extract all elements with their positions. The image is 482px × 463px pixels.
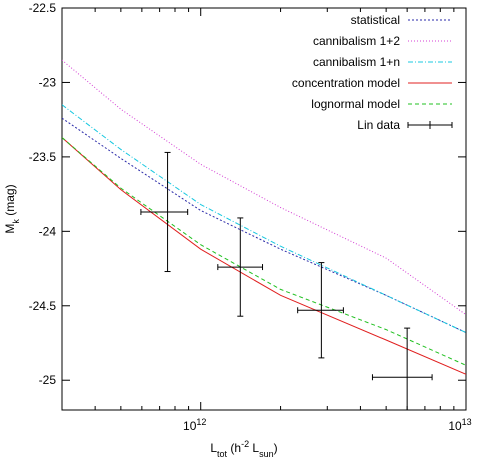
x-axis-label-part: L — [249, 441, 259, 455]
series-line — [62, 117, 466, 334]
y-axis-label: Mk (mag) — [3, 184, 21, 233]
y-axis-label-part: M — [3, 224, 17, 234]
x-axis-label: Ltot (h-2 Lsun) — [210, 439, 277, 458]
y-axis-label-part: k — [11, 219, 21, 224]
legend-label: lognormal model — [311, 97, 400, 111]
legend-label: cannibalism 1+n — [313, 55, 400, 69]
series-line — [62, 137, 466, 366]
legend-label: cannibalism 1+2 — [313, 34, 400, 48]
y-tick-label: -25 — [39, 373, 57, 387]
y-tick-label: -22.5 — [29, 1, 57, 15]
y-tick-label: -23 — [39, 75, 57, 89]
x-axis-label-part: tot — [217, 449, 228, 458]
x-tick-exponent: 12 — [196, 417, 206, 427]
legend-label: Lin data — [357, 118, 400, 132]
x-axis-label-part: L — [210, 441, 217, 455]
x-axis-label-part: (h — [227, 441, 241, 455]
legend-label: concentration model — [292, 76, 400, 90]
x-axis-label-part: sun — [259, 449, 274, 458]
y-tick-label: -24 — [39, 224, 57, 238]
x-axis-label-part: ) — [274, 441, 278, 455]
legend-label: statistical — [351, 13, 400, 27]
x-tick-label: 1013 — [448, 417, 471, 433]
x-tick-base: 10 — [183, 419, 197, 433]
series-line — [62, 59, 466, 316]
y-tick-label: -23.5 — [29, 150, 57, 164]
plot-area — [62, 59, 466, 410]
x-tick-label: 1012 — [183, 417, 206, 433]
series-line — [62, 104, 466, 334]
x-tick-base: 10 — [448, 419, 462, 433]
x-tick-exponent: 13 — [462, 417, 472, 427]
y-axis-label-part: (mag) — [3, 184, 17, 219]
y-tick-label: -24.5 — [29, 299, 57, 313]
x-axis-label-part: -2 — [241, 439, 249, 449]
plot-frame — [61, 7, 467, 411]
